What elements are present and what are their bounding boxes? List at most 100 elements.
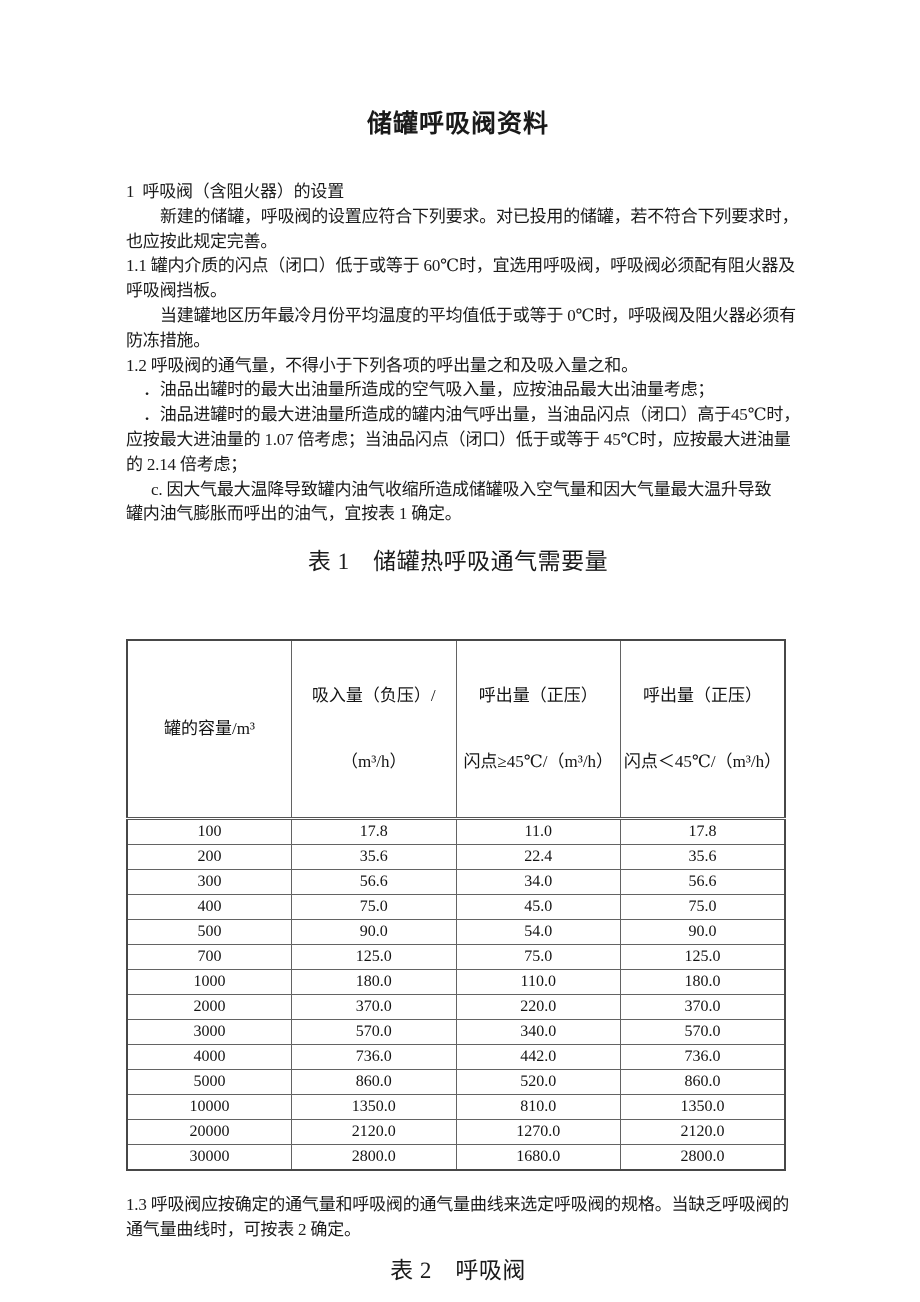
table-cell: 370.0 (620, 994, 786, 1021)
closing-text: 1.3 呼吸阀应按确定的通气量和呼吸阀的通气量曲线来选定呼吸阀的规格。当缺乏呼吸… (126, 1193, 790, 1243)
table-cell: 11.0 (455, 818, 621, 846)
table-cell: 4000 (126, 1044, 292, 1071)
column-header-label: 呼出量（正压） (478, 686, 598, 706)
table-cell: 1350.0 (291, 1094, 457, 1121)
table-cell: 35.6 (291, 844, 457, 871)
table-row: 30000 2800.0 1680.0 2800.0 (126, 1144, 786, 1171)
header-row: 罐的容量/m³ 吸入量（负压）/ （m³/h） 呼出量（正压） 闪点≥45℃/（… (126, 639, 786, 821)
table-cell: 520.0 (455, 1069, 621, 1096)
table-cell: 400 (126, 894, 292, 921)
table-cell: 10000 (126, 1094, 292, 1121)
table-cell: 180.0 (291, 969, 457, 996)
table-row: 500 90.0 54.0 90.0 (126, 919, 786, 946)
table-row: 4000 736.0 442.0 736.0 (126, 1044, 786, 1071)
table1-caption: 表 1 储罐热呼吸通气需要量 (307, 549, 609, 575)
text-line: 1.1 罐内介质的闪点（闭口）低于或等于 60℃时，宜选用呼吸阀，呼吸阀必须配有… (126, 256, 795, 276)
table-cell: 736.0 (291, 1044, 457, 1071)
table-cell: 75.0 (620, 894, 786, 921)
table-cell: 5000 (126, 1069, 292, 1096)
table2-caption: 表 2 呼吸阀 (390, 1257, 526, 1283)
column-header-inhale: 吸入量（负压）/ （m³/h） (291, 639, 457, 821)
table-cell: 1350.0 (620, 1094, 786, 1121)
table-cell: 45.0 (455, 894, 621, 921)
table-cell: 736.0 (620, 1044, 786, 1071)
text-line: 防冻措施。 (126, 330, 210, 350)
column-header-label: 吸入量（负压）/ (311, 686, 436, 706)
table-cell: 22.4 (455, 844, 621, 871)
table1-header: 罐的容量/m³ 吸入量（负压）/ （m³/h） 呼出量（正压） 闪点≥45℃/（… (126, 639, 786, 821)
text-line: 当建罐地区历年最冷月份平均温度的平均值低于或等于 0℃时，呼吸阀及阻火器必须有 (160, 305, 796, 325)
text-line: 应按最大进油量的 1.07 倍考虑；当油品闪点（闭口）低于或等于 45℃时，应按… (126, 429, 791, 449)
table-cell: 56.6 (620, 869, 786, 896)
table-cell: 125.0 (291, 944, 457, 971)
list-item-a: ．油品出罐时的最大出油量所造成的空气吸入量，应按油品最大出油量考虑； (143, 380, 715, 400)
table-cell: 110.0 (455, 969, 621, 996)
table-cell: 1270.0 (455, 1119, 621, 1146)
table1: 罐的容量/m³ 吸入量（负压）/ （m³/h） 呼出量（正压） 闪点≥45℃/（… (126, 639, 786, 1172)
table-cell: 300 (126, 869, 292, 896)
list-item-b: ．油品进罐时的最大进油量所造成的罐内油气呼出量，当油品闪点（闭口）高于45℃时， (143, 405, 801, 425)
table-cell: 2120.0 (620, 1119, 786, 1146)
table-row: 10000 1350.0 810.0 1350.0 (126, 1094, 786, 1121)
text-line: 也应按此规定完善。 (126, 231, 278, 251)
table1-body: 100 17.8 11.0 17.8 200 35.6 22.4 35.6 300 56.6 34.… (126, 818, 786, 1171)
table-cell: 17.8 (291, 818, 457, 846)
table-cell: 2120.0 (291, 1119, 457, 1146)
table-row: 300 56.6 34.0 56.6 (126, 869, 786, 896)
table-row: 400 75.0 45.0 75.0 (126, 894, 786, 921)
table-row: 2000 370.0 220.0 370.0 (126, 994, 786, 1021)
table-row: 100 17.8 11.0 17.8 (126, 818, 786, 846)
table-cell: 200 (126, 844, 292, 871)
table-cell: 810.0 (455, 1094, 621, 1121)
column-header-capacity: 罐的容量/m³ (126, 639, 292, 821)
column-header-label: 闪点＜45℃/（m³/h） (623, 752, 782, 772)
table-row: 1000 180.0 110.0 180.0 (126, 969, 786, 996)
table-cell: 34.0 (455, 869, 621, 896)
table-cell: 370.0 (291, 994, 457, 1021)
table-cell: 3000 (126, 1019, 292, 1046)
column-header-exhale-ge45: 呼出量（正压） 闪点≥45℃/（m³/h） (455, 639, 621, 821)
table-cell: 17.8 (620, 818, 786, 846)
table-row: 20000 2120.0 1270.0 2120.0 (126, 1119, 786, 1146)
table-row: 700 125.0 75.0 125.0 (126, 944, 786, 971)
table-cell: 1000 (126, 969, 292, 996)
table-cell: 125.0 (620, 944, 786, 971)
text-line: 呼吸阀挡板。 (126, 281, 227, 301)
table-cell: 56.6 (291, 869, 457, 896)
table-cell: 100 (126, 818, 292, 846)
text-line: 1.2 呼吸阀的通气量，不得小于下列各项的呼出量之和及吸入量之和。 (126, 355, 638, 375)
table-cell: 340.0 (455, 1019, 621, 1046)
text-line: 1.3 呼吸阀应按确定的通气量和呼吸阀的通气量曲线来选定呼吸阀的规格。当缺乏呼吸… (126, 1195, 790, 1215)
table-cell: 860.0 (620, 1069, 786, 1096)
table-cell: 220.0 (455, 994, 621, 1021)
column-header-label: 罐的容量/m³ (163, 719, 256, 739)
column-header-label: （m³/h） (340, 752, 407, 772)
text-line: 通气量曲线时，可按表 2 确定。 (126, 1219, 361, 1239)
column-header-label: 闪点≥45℃/（m³/h） (463, 752, 614, 772)
table-cell: 1680.0 (455, 1144, 621, 1171)
table-cell: 570.0 (620, 1019, 786, 1046)
table-cell: 2800.0 (291, 1144, 457, 1171)
table-cell: 75.0 (291, 894, 457, 921)
table-cell: 2800.0 (620, 1144, 786, 1171)
document-title: 储罐呼吸阀资料 (366, 111, 549, 138)
text-line: 罐内油气膨胀而呼出的油气，宜按表 1 确定。 (126, 504, 462, 524)
table-cell: 35.6 (620, 844, 786, 871)
table-cell: 54.0 (455, 919, 621, 946)
table-row: 5000 860.0 520.0 860.0 (126, 1069, 786, 1096)
table-cell: 500 (126, 919, 292, 946)
text-line: 1 呼吸阀（含阻火器）的设置 (126, 182, 344, 201)
column-header-exhale-lt45: 呼出量（正压） 闪点＜45℃/（m³/h） (620, 639, 786, 821)
table-cell: 570.0 (291, 1019, 457, 1046)
body-text: 1 呼吸阀（含阻火器）的设置 新建的储罐，呼吸阀的设置应符合下列要求。对已投用的… (126, 180, 801, 527)
table-cell: 700 (126, 944, 292, 971)
column-header-label: 呼出量（正压） (643, 686, 762, 706)
table-cell: 442.0 (455, 1044, 621, 1071)
table-row: 200 35.6 22.4 35.6 (126, 844, 786, 871)
table-cell: 180.0 (620, 969, 786, 996)
table-cell: 75.0 (455, 944, 621, 971)
table-cell: 860.0 (291, 1069, 457, 1096)
text-line: 新建的储罐，呼吸阀的设置应符合下列要求。对已投用的储罐，若不符合下列要求时， (160, 206, 799, 226)
text-line: 的 2.14 倍考虑； (126, 454, 248, 474)
